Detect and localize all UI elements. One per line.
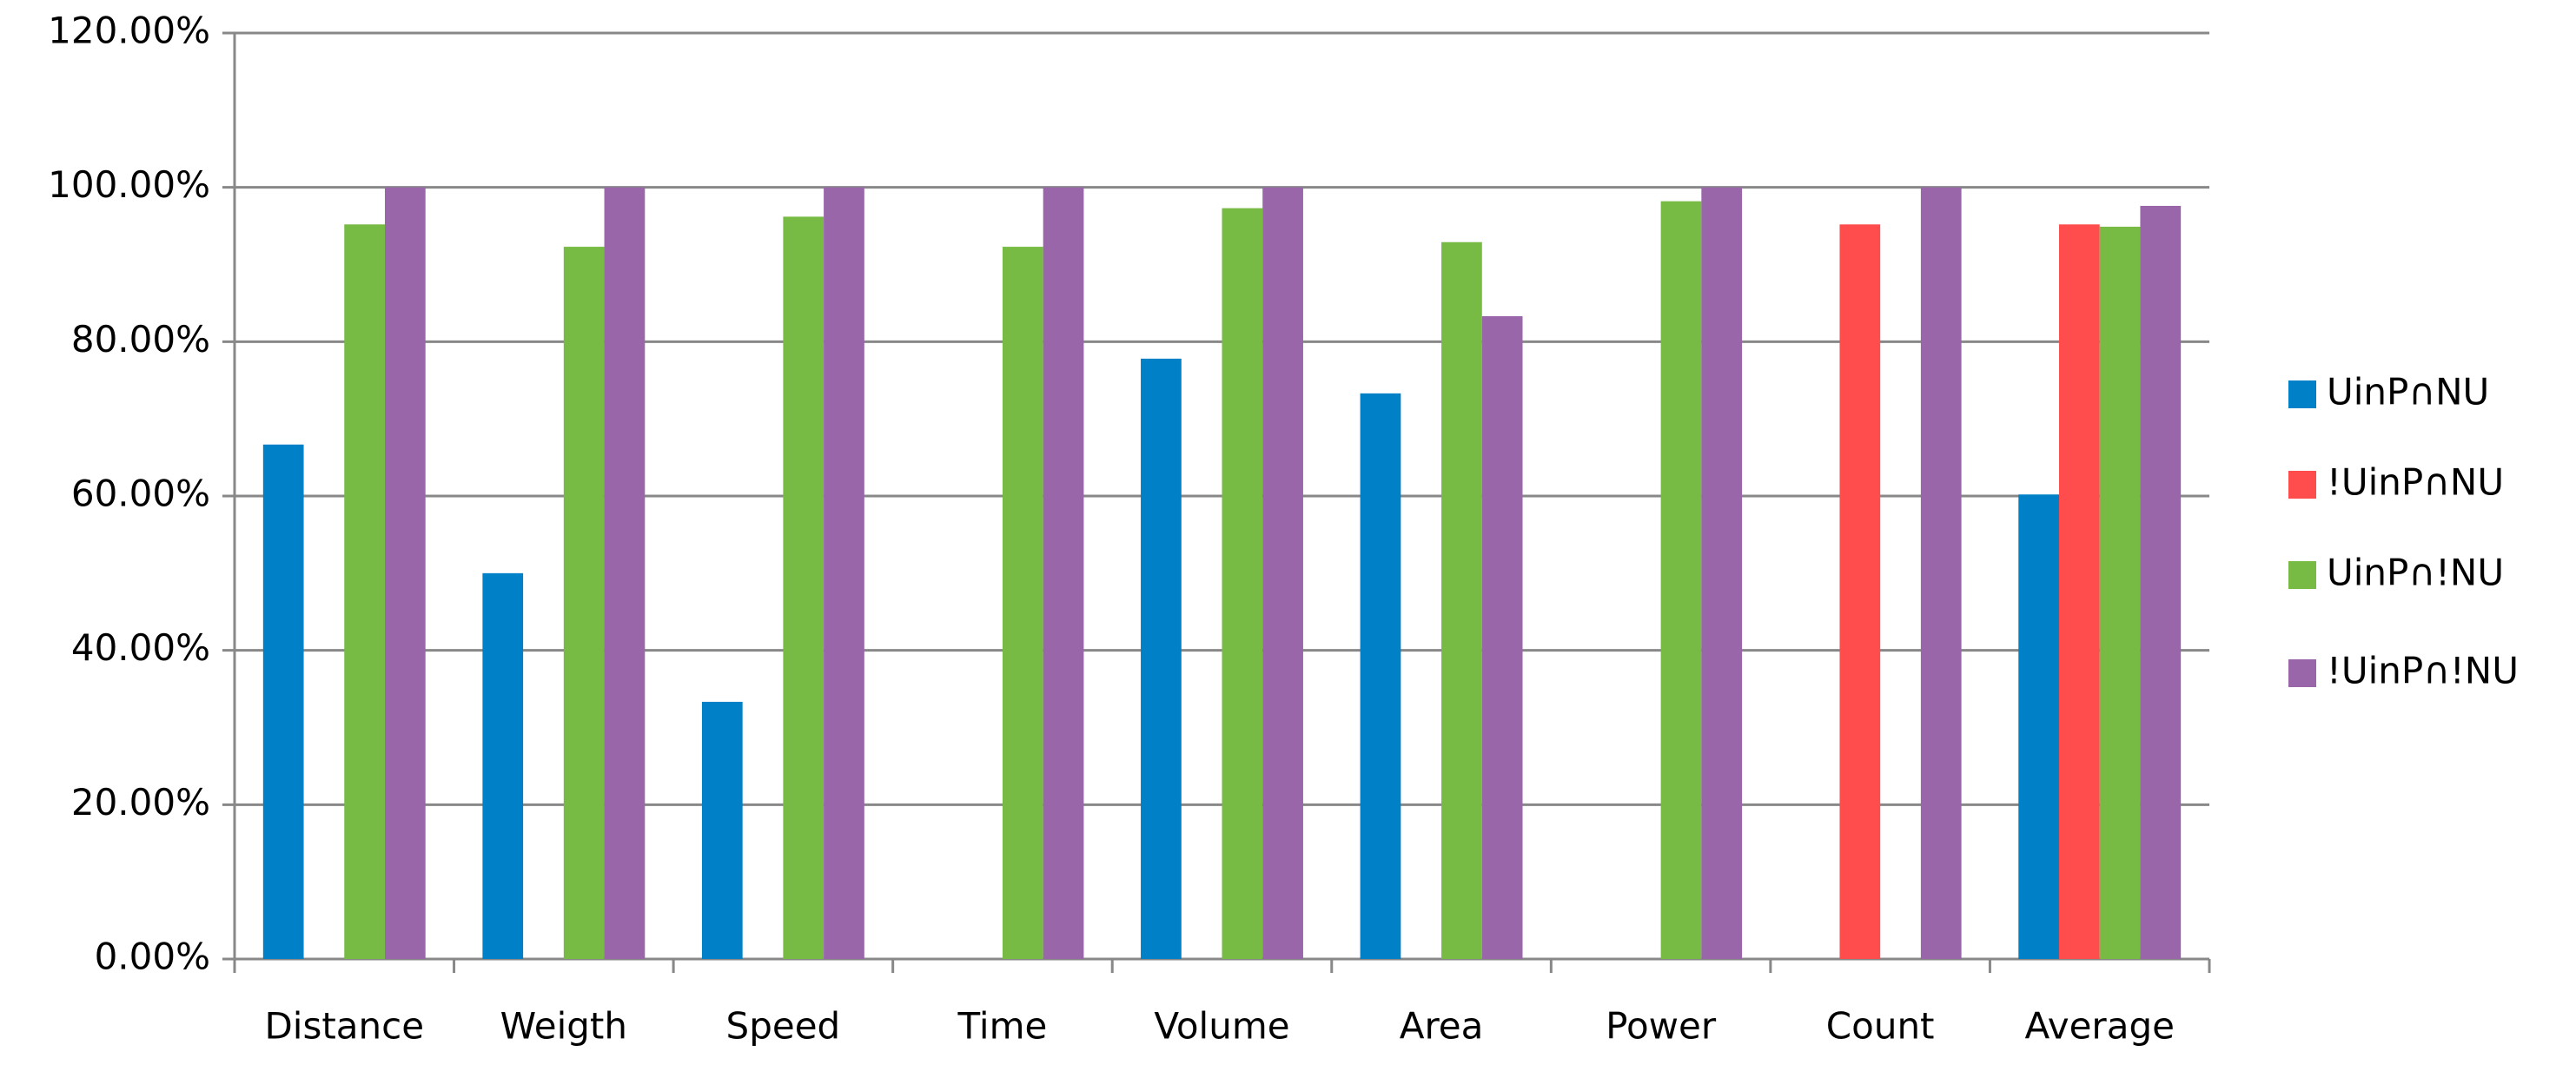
y-tick-label: 40.00% <box>71 626 210 669</box>
bar <box>1481 316 1523 960</box>
bar <box>1141 358 1182 959</box>
bar <box>1002 247 1043 959</box>
bar <box>344 224 386 960</box>
bar <box>1920 187 1962 959</box>
bar <box>2099 226 2141 959</box>
x-tick-label: Area <box>1400 1005 1484 1048</box>
y-tick-label: 60.00% <box>71 473 210 515</box>
bar <box>262 444 304 959</box>
bar <box>1839 224 1881 960</box>
x-tick-label: Weigth <box>500 1005 627 1048</box>
bar <box>2140 205 2182 959</box>
bar <box>824 187 864 959</box>
x-tick-label: Volume <box>1154 1005 1289 1048</box>
bar <box>1701 187 1743 959</box>
bar <box>1043 187 1084 959</box>
y-tick-label: 120.00% <box>48 10 210 52</box>
bar <box>1222 208 1263 959</box>
bar <box>1262 187 1303 959</box>
y-tick-label: 20.00% <box>71 781 210 824</box>
bar <box>783 216 824 959</box>
y-tick-label: 80.00% <box>71 318 210 361</box>
legend-label: !UinP∩!NU <box>2327 650 2519 692</box>
bar <box>563 247 605 959</box>
x-tick-label: Time <box>957 1005 1048 1048</box>
x-tick-label: Power <box>1606 1005 1717 1048</box>
legend-label: !UinP∩NU <box>2327 461 2504 504</box>
bar <box>482 572 524 959</box>
bar <box>2058 224 2100 960</box>
bar <box>1441 241 1482 959</box>
y-tick-label: 0.00% <box>95 936 210 978</box>
bar <box>1360 393 1401 959</box>
bar <box>1660 201 1702 959</box>
legend-swatch <box>2288 561 2316 589</box>
legend-swatch <box>2288 471 2316 499</box>
y-tick-label: 100.00% <box>48 163 210 206</box>
bar <box>2018 494 2059 959</box>
x-tick-label: Distance <box>264 1005 424 1048</box>
legend-label: UinP∩!NU <box>2327 552 2504 594</box>
x-tick-label: Average <box>2024 1005 2174 1048</box>
x-tick-label: Count <box>1826 1005 1935 1048</box>
legend-swatch <box>2288 380 2316 408</box>
legend-swatch <box>2288 659 2316 687</box>
legend-label: UinP∩NU <box>2327 371 2489 413</box>
bar <box>385 187 426 959</box>
x-tick-label: Speed <box>726 1005 841 1048</box>
bar <box>604 187 646 959</box>
bar <box>701 701 743 959</box>
